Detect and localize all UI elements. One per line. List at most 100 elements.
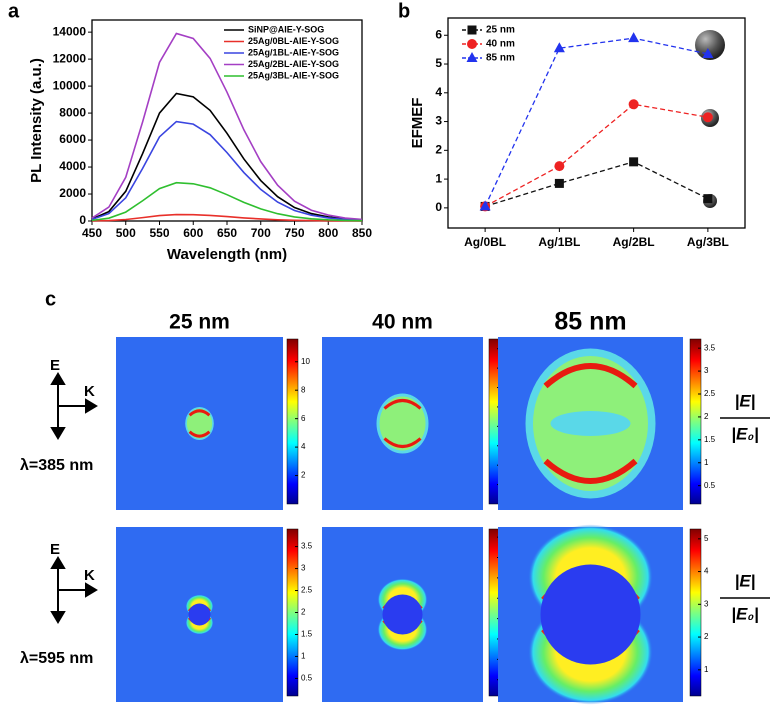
colorbar-tick-label: 0.5 xyxy=(704,481,716,490)
colorbar-tick-label: 1 xyxy=(301,652,306,661)
field-map xyxy=(322,337,483,510)
colorbar-tick-label: 2 xyxy=(704,412,709,421)
field-inner xyxy=(550,411,631,436)
x-tick-label: 500 xyxy=(116,226,136,240)
field-hotspot xyxy=(188,430,211,438)
x-tick-label: 850 xyxy=(352,226,372,240)
field-map xyxy=(322,527,483,702)
field-map xyxy=(498,337,683,510)
colorbar-tick-label: 2.5 xyxy=(704,389,716,398)
wavelength-label: λ=385 nm xyxy=(20,457,93,474)
x-tick-label: 750 xyxy=(284,226,304,240)
series-line xyxy=(484,161,709,208)
legend-label: 25Ag/3BL-AIE-Y-SOG xyxy=(248,70,339,80)
field-map xyxy=(116,337,283,510)
field-hotspot xyxy=(383,399,422,410)
x-tick-label: 550 xyxy=(149,226,169,240)
ratio-denominator: |E₀| xyxy=(731,424,759,443)
legend-label: 25 nm xyxy=(486,25,515,36)
field-k-label: K xyxy=(84,567,95,584)
field-hotspot xyxy=(383,437,422,448)
x-tick-label: 450 xyxy=(82,226,102,240)
colorbar-tick-label: 2 xyxy=(704,632,709,641)
field-hotspot xyxy=(188,409,211,417)
x-tick-label: 700 xyxy=(251,226,271,240)
colorbar xyxy=(689,338,702,505)
x-tick-label: 600 xyxy=(183,226,203,240)
particle xyxy=(188,603,211,626)
marker xyxy=(466,52,478,62)
field-core xyxy=(379,396,426,451)
marker xyxy=(554,178,564,188)
colorbar-tick-label: 1.5 xyxy=(704,435,716,444)
legend-label: 25Ag/2BL-AIE-Y-SOG xyxy=(248,59,339,69)
y-tick-label: 12000 xyxy=(53,51,87,65)
y-tick-label: 6000 xyxy=(59,132,86,146)
y-tick-label: 1 xyxy=(435,171,442,185)
field-hotspot xyxy=(543,363,638,389)
y-axis-title: PL Intensity (a.u.) xyxy=(28,58,45,183)
particle xyxy=(540,564,641,665)
y-tick-label: 8000 xyxy=(59,105,86,119)
marker xyxy=(479,200,491,211)
series-line xyxy=(484,37,709,207)
legend-label: 40 nm xyxy=(486,39,515,50)
legend-label: 85 nm xyxy=(486,53,515,64)
colorbar xyxy=(286,338,299,505)
ratio-denominator: |E₀| xyxy=(731,604,759,623)
series-line xyxy=(91,213,363,222)
wavelength-label: λ=595 nm xyxy=(20,650,93,667)
panel-label: c xyxy=(45,288,56,310)
panel-label: a xyxy=(8,0,20,22)
colorbar-tick-label: 1 xyxy=(704,458,709,467)
legend-label: SiNP@AIE-Y-SOG xyxy=(248,24,324,34)
y-tick-label: 6 xyxy=(435,27,442,41)
x-tick-label: 650 xyxy=(217,226,237,240)
series-line xyxy=(91,181,363,222)
colorbar-tick-label: 8 xyxy=(301,385,306,394)
colorbar-tick-label: 10 xyxy=(301,357,310,366)
panel-label: b xyxy=(398,0,410,22)
legend-label: 25Ag/0BL-AIE-Y-SOG xyxy=(248,36,339,46)
colorbar-tick-label: 3.5 xyxy=(301,542,313,551)
colorbar xyxy=(689,528,702,697)
series-line xyxy=(91,92,363,221)
y-tick-label: 5 xyxy=(435,56,442,70)
colorbar-tick-label: 2 xyxy=(301,471,306,480)
ratio-numerator: |E| xyxy=(735,391,756,410)
field-map xyxy=(498,524,683,705)
colorbar-tick-label: 3.5 xyxy=(704,343,716,352)
marker xyxy=(702,47,714,58)
column-title: 40 nm xyxy=(372,311,433,334)
x-tick-label: 800 xyxy=(318,226,338,240)
colorbar-tick-label: 1.5 xyxy=(301,630,313,639)
colorbar-tick-label: 4 xyxy=(301,442,306,451)
legend-label: 25Ag/1BL-AIE-Y-SOG xyxy=(248,47,339,57)
y-tick-label: 2 xyxy=(435,143,442,157)
marker xyxy=(467,25,477,35)
x-tick-label: Ag/1BL xyxy=(538,235,580,249)
marker xyxy=(554,161,565,172)
x-axis-title: Wavelength (nm) xyxy=(167,246,287,263)
y-tick-label: 10000 xyxy=(53,78,87,92)
colorbar-tick-label: 5 xyxy=(704,534,709,543)
colorbar-tick-label: 3 xyxy=(704,366,709,375)
field-core xyxy=(186,408,213,439)
colorbar-tick-label: 3 xyxy=(301,564,306,573)
y-tick-label: 3 xyxy=(435,114,442,128)
marker xyxy=(628,32,640,43)
y-tick-label: 14000 xyxy=(53,24,87,38)
colorbar-tick-label: 4 xyxy=(704,567,709,576)
marker xyxy=(628,99,639,110)
series-line xyxy=(484,103,708,207)
colorbar-tick-label: 6 xyxy=(301,414,306,423)
column-title: 85 nm xyxy=(554,308,626,336)
plot-frame xyxy=(447,17,746,229)
x-tick-label: Ag/0BL xyxy=(464,235,506,249)
field-e-label: E xyxy=(50,357,60,374)
marker xyxy=(553,42,565,53)
field-map xyxy=(116,527,283,702)
y-tick-label: 0 xyxy=(79,213,86,227)
x-tick-label: Ag/3BL xyxy=(687,235,729,249)
